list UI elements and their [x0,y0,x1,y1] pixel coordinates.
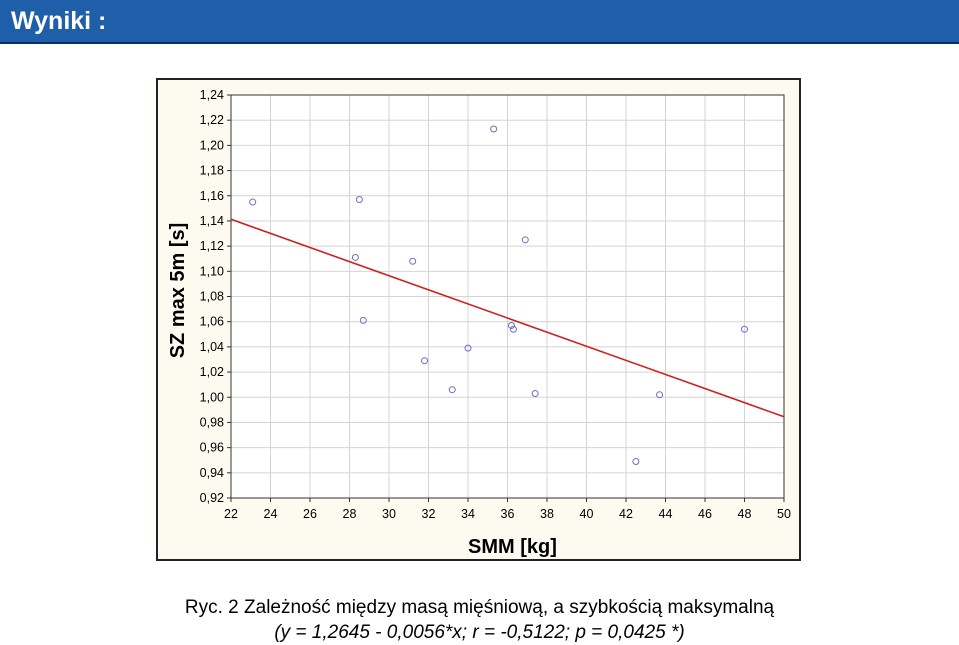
x-tick-label: 42 [619,507,633,521]
x-tick-label: 30 [382,507,396,521]
regression-line [230,218,785,418]
x-tick-label: 34 [461,507,475,521]
x-tick-label: 22 [224,507,238,521]
y-tick-label: 0,98 [200,415,224,429]
x-tick-label: 24 [264,507,278,521]
y-tick-label: 1,06 [200,315,224,329]
data-point [509,325,517,333]
x-tick-label: 44 [659,507,673,521]
x-tick-label: 50 [777,507,791,521]
y-tick-label: 1,20 [200,138,224,152]
y-tick-label: 1,10 [200,264,224,278]
data-point [656,391,664,399]
y-axis-title: SZ max 5m [s] [167,223,189,359]
data-point [741,325,748,333]
x-tick-label: 38 [540,507,554,521]
y-tick-label: 1,22 [200,113,224,127]
y-tick-label: 0,92 [200,491,224,505]
data-point [464,344,472,352]
data-point [249,198,257,206]
y-tick-label: 1,04 [200,340,224,354]
x-tick-label: 28 [343,507,357,521]
y-tick-label: 0,96 [200,441,224,455]
scatter-chart: 0,92 0,94 0,96 0,98 1,00 1,02 1,04 1,06 1,08 1,10… [167,88,791,558]
data-point [448,386,456,394]
regression-equation: (y = 1,2645 - 0,0056*x; r = -0,5122; p =… [274,622,685,643]
x-tick-label: 48 [738,507,752,521]
data-point [409,257,417,265]
figure-caption: Ryc. 2 Zależność między masą mięśniową, … [184,597,775,618]
data-point [351,253,359,261]
x-tick-label: 46 [698,507,712,521]
data-point [521,236,529,244]
x-tick-label: 32 [422,507,436,521]
y-tick-label: 1,18 [200,164,224,178]
header-bar: Wyniki : [0,0,959,44]
y-tick-label: 1,24 [200,88,224,102]
data-point [531,389,539,397]
y-tick-label: 0,94 [200,466,224,480]
data-point [507,321,515,329]
x-tick-label: 36 [501,507,515,521]
y-tick-label: 1,16 [200,189,224,203]
y-tick-label: 1,08 [200,290,224,304]
y-tick-label: 1,14 [200,214,224,228]
y-tick-label: 1,12 [200,239,224,253]
data-point [632,457,640,465]
y-tick-label: 1,02 [200,365,224,379]
data-point [421,357,429,365]
data-point [359,316,367,324]
page-title: Wyniki : [11,7,107,35]
y-tick-label: 1,00 [200,390,224,404]
data-point [490,125,498,133]
x-tick-label: 26 [303,507,317,521]
x-tick-label: 40 [580,507,594,521]
data-point [355,196,363,204]
x-axis-title: SMM [kg] [468,536,557,558]
chart-frame: 0,92 0,94 0,96 0,98 1,00 1,02 1,04 1,06 1,08 1,10… [156,78,801,561]
